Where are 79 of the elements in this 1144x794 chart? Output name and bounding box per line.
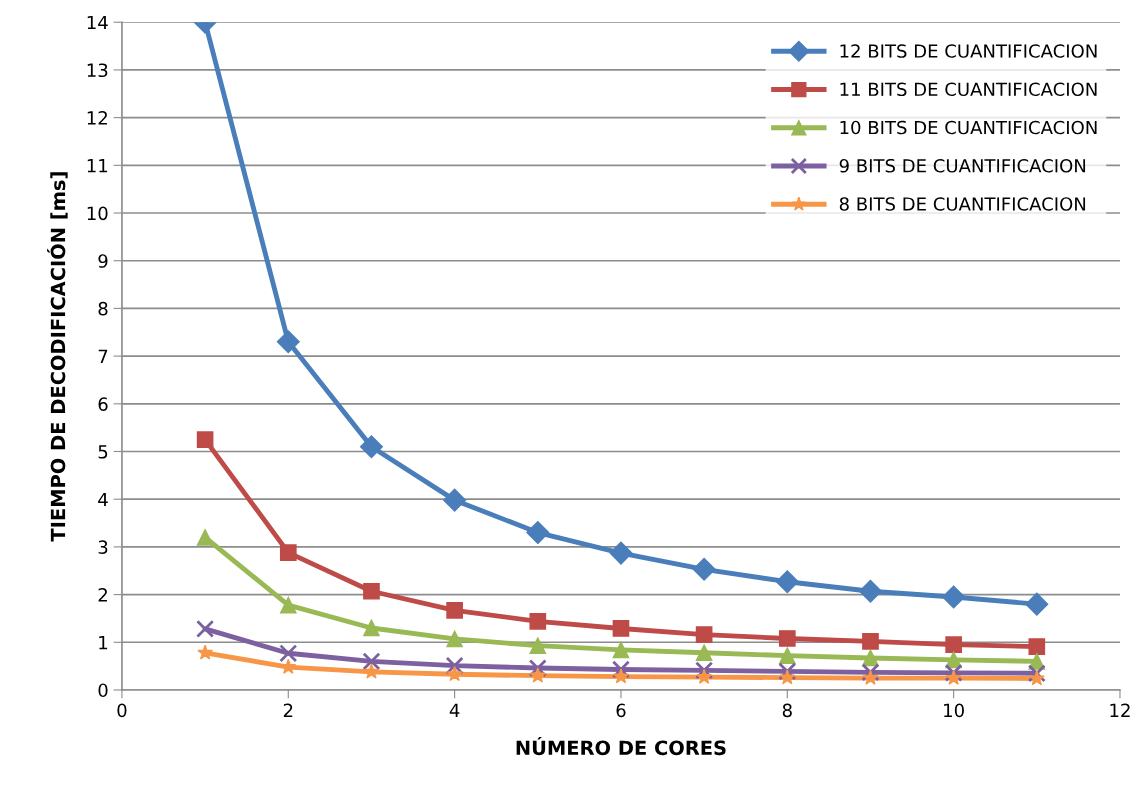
point — [279, 596, 297, 614]
point — [862, 633, 879, 650]
point — [529, 637, 547, 654]
y-tick-label: 14 — [87, 15, 108, 30]
y-tick-label: 7 — [98, 349, 108, 363]
x-tick-label: 10 — [944, 703, 964, 718]
y-tick-label: 3 — [98, 540, 108, 555]
point — [779, 669, 796, 685]
y-tick-label: 4 — [98, 492, 108, 507]
point — [775, 570, 799, 594]
legend-label: 11 BITS DE CUANTIFICACION — [840, 82, 1097, 97]
x-tick-label: 0 — [117, 703, 127, 718]
point — [778, 662, 797, 681]
point — [695, 644, 713, 662]
point — [279, 644, 298, 663]
point — [446, 601, 463, 619]
y-tick-label: 11 — [87, 159, 108, 173]
point — [778, 647, 796, 664]
point — [445, 656, 464, 675]
point — [363, 619, 380, 637]
x-tick-label: 6 — [616, 703, 626, 718]
point — [862, 669, 879, 685]
point — [196, 529, 214, 546]
point — [279, 544, 297, 561]
point — [695, 661, 714, 680]
point — [861, 663, 880, 682]
point — [276, 330, 300, 354]
point — [1025, 592, 1049, 616]
point — [196, 431, 214, 448]
point — [529, 612, 547, 630]
point — [612, 620, 630, 637]
point — [945, 669, 962, 685]
point — [778, 630, 796, 647]
point — [446, 665, 463, 682]
point — [1028, 670, 1045, 686]
point — [359, 435, 383, 459]
legend-label: 12 BITS DE CUANTIFICACION — [840, 44, 1097, 58]
point — [609, 541, 633, 565]
x-tick-label: 4 — [449, 703, 460, 717]
y-tick-label: 5 — [98, 445, 108, 459]
point — [196, 619, 215, 638]
point — [611, 660, 630, 679]
point — [612, 641, 630, 659]
point — [363, 663, 380, 679]
x-axis-title: NÚMERO DE CORES — [516, 736, 726, 756]
legend-label: 9 BITS DE CUANTIFICACION — [839, 158, 1086, 173]
y-tick-label: 8 — [98, 301, 108, 316]
y-tick-label: 13 — [87, 63, 108, 78]
point — [1027, 664, 1046, 683]
point — [362, 652, 381, 671]
point — [695, 626, 713, 643]
y-tick-label: 2 — [98, 588, 107, 602]
y-tick-label: 10 — [87, 206, 108, 221]
point — [692, 557, 716, 581]
x-tick-label: 8 — [782, 703, 792, 718]
point — [942, 585, 966, 609]
point — [446, 630, 463, 648]
point — [443, 488, 467, 512]
y-tick-label: 12 — [87, 111, 107, 125]
x-tick-label: 12 — [1110, 703, 1130, 717]
point — [526, 521, 550, 545]
y-tick-label: 9 — [98, 254, 108, 268]
point — [197, 644, 214, 660]
point — [858, 579, 882, 603]
point — [363, 582, 380, 600]
point — [528, 659, 547, 678]
point — [696, 668, 713, 684]
point — [945, 636, 962, 654]
x-tick-label: 2 — [283, 703, 293, 717]
point — [529, 667, 546, 683]
y-tick-label: 0 — [98, 683, 108, 698]
y-tick-label: 6 — [98, 397, 108, 411]
point — [613, 668, 629, 684]
point — [944, 663, 963, 682]
y-tick-label: 1 — [99, 635, 108, 650]
legend-label: 8 BITS DE CUANTIFICACION — [839, 197, 1086, 211]
legend-label: 10 BITS DE CUANTIFICACION — [840, 120, 1097, 135]
point — [1028, 638, 1046, 655]
y-axis-title: TIEMPO DE DECODIFICACIÓN [ms] — [47, 172, 68, 542]
